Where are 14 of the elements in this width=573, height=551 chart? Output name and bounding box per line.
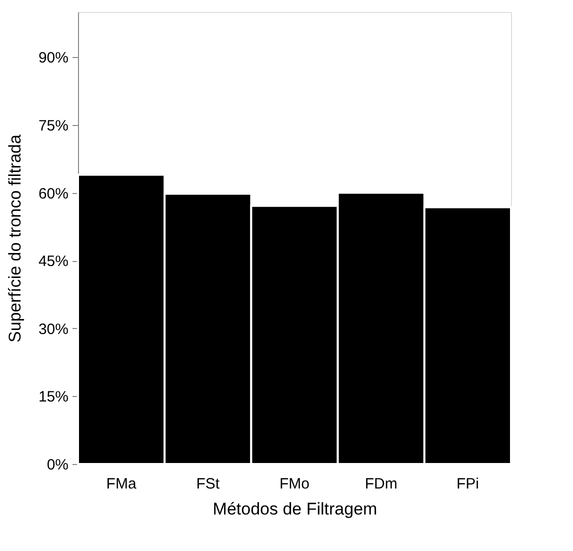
y-tick-label: 30% bbox=[38, 320, 68, 338]
y-tick-label: 90% bbox=[38, 50, 68, 67]
y-tick-label: 15% bbox=[38, 388, 68, 406]
y-axis-title: Superfície do tronco filtrada bbox=[5, 134, 24, 342]
x-tick-label: FSt bbox=[196, 476, 220, 492]
y-tick-label: 75% bbox=[38, 118, 68, 134]
y-tick-label: 60% bbox=[38, 185, 68, 202]
x-tick-label: FMa bbox=[106, 476, 137, 492]
y-tick-label: 45% bbox=[38, 253, 68, 270]
x-tick-label: FPi bbox=[456, 476, 479, 492]
x-tick-label: FMo bbox=[280, 476, 310, 492]
y-tick-label: 0% bbox=[46, 456, 68, 474]
x-tick-label: FDm bbox=[364, 476, 398, 492]
x-axis-title: Métodos de Filtragem bbox=[212, 500, 378, 518]
